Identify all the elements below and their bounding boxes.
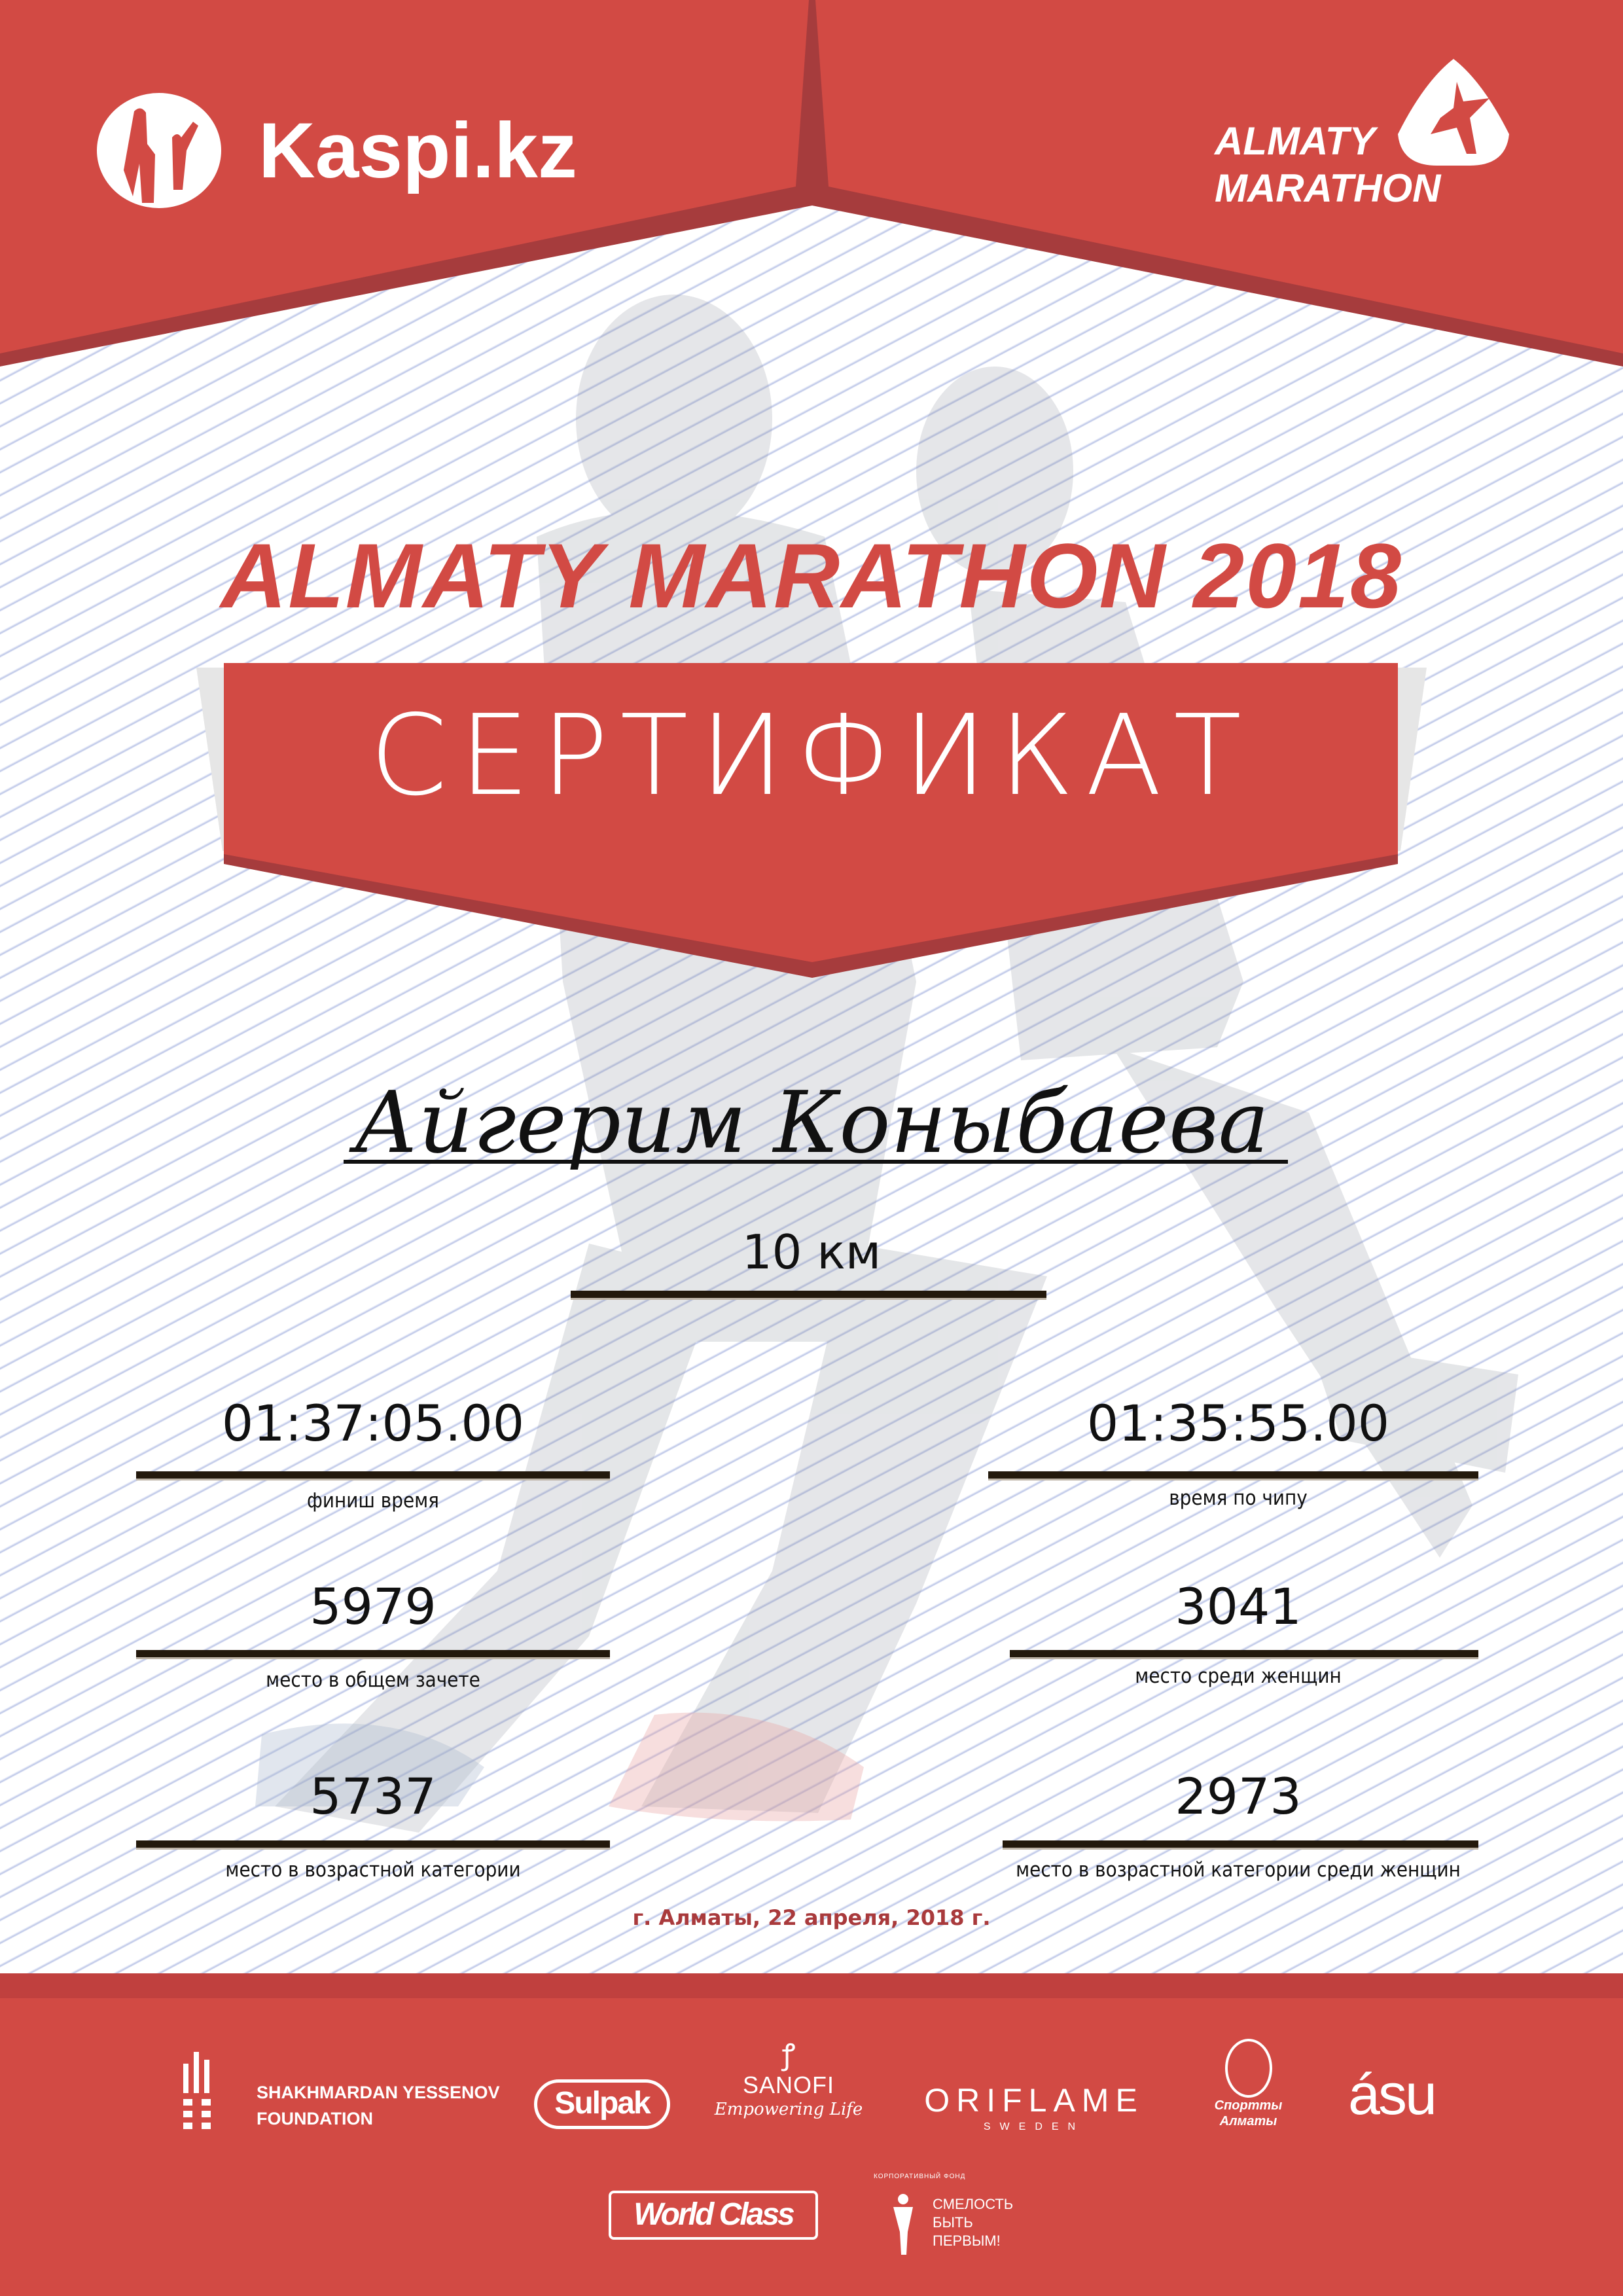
- sanofi-tagline: Empowering Life: [714, 2100, 863, 2119]
- sport-almaty-logo: Спортты Алматы: [1198, 2039, 1299, 2129]
- sanofi-bird-icon: ꝭ: [781, 2039, 796, 2071]
- yessenov-line2: FOUNDATION: [257, 2109, 373, 2128]
- kaspi-logo-text: Kaspi.kz: [259, 107, 577, 194]
- age-women-place-label: место в возрастной категории среди женщи…: [1016, 1858, 1461, 1882]
- fund-runner-icon: [893, 2194, 913, 2255]
- certificate-heading: СЕРТИФИКАТ: [369, 691, 1254, 821]
- logo-line1: ALMATY: [1215, 119, 1376, 163]
- sanofi-name: SANOFI: [742, 2072, 834, 2098]
- fund-line3: ПЕРВЫМ!: [933, 2233, 1001, 2249]
- overall-place-value: 5979: [310, 1577, 437, 1636]
- runner-icon: [1398, 59, 1509, 166]
- fund-arc-text: КОРПОРАТИВНЫЙ ФОНД: [874, 2173, 966, 2180]
- event-title: ALMATY MARATHON 2018: [221, 524, 1402, 627]
- footer-band: [0, 1973, 1623, 2296]
- women-place-label: место среди женщин: [1135, 1664, 1342, 1688]
- sport-almaty-line1: Спортты: [1214, 2098, 1283, 2113]
- overall-place-label: место в общем зачете: [266, 1668, 480, 1692]
- oriflame-name: ORIFLAME: [924, 2082, 1144, 2119]
- header-chevron: [0, 0, 1623, 367]
- oriflame-logo: ORIFLAME SWEDEN: [910, 2081, 1158, 2134]
- chip-time-label: время по чипу: [1169, 1486, 1308, 1510]
- yessenov-foundation-logo: SHAKHMARDAN YESSENOV FOUNDATION: [183, 2052, 510, 2130]
- age-women-place-line: [1003, 1840, 1478, 1848]
- asu-logo: ásu: [1348, 2062, 1437, 2126]
- courage-fund-logo: КОРПОРАТИВНЫЙ ФОНД СМЕЛОСТЬ БЫТЬ ПЕРВЫМ!: [874, 2173, 1024, 2255]
- age-women-place-value: 2973: [1175, 1767, 1302, 1825]
- chip-time-value: 01:35:55.00: [1086, 1394, 1390, 1452]
- age-place-value: 5737: [310, 1767, 437, 1825]
- logo-line2: MARATHON: [1215, 166, 1441, 210]
- age-place-line: [136, 1840, 610, 1848]
- distance: 10 км: [741, 1225, 882, 1280]
- women-place-line: [1010, 1650, 1478, 1657]
- yessenov-bars-icon: [183, 2052, 211, 2129]
- chip-time-line: [988, 1471, 1478, 1479]
- women-place-value: 3041: [1175, 1577, 1302, 1636]
- worldclass-logo: World Class: [609, 2191, 818, 2240]
- participant-name: Айгерим Коныбаева: [353, 1073, 1270, 1172]
- almaty-marathon-logo: ALMATY MARATHON: [1215, 56, 1529, 213]
- finish-time-label: финиш время: [307, 1489, 439, 1513]
- kaspi-logo: Kaspi.kz: [95, 92, 577, 209]
- kaspi-people-icon: [97, 93, 221, 208]
- fund-line2: БЫТЬ: [933, 2214, 973, 2231]
- distance-underline: [571, 1291, 1046, 1298]
- name-underline: [344, 1160, 1288, 1164]
- fund-line1: СМЕЛОСТЬ: [933, 2196, 1014, 2212]
- certificate-banner: [196, 663, 1427, 978]
- oriflame-sub: SWEDEN: [983, 2121, 1085, 2132]
- finish-time-line: [136, 1471, 610, 1479]
- overall-place-line: [136, 1650, 610, 1657]
- sulpak-logo: Sulpak: [534, 2079, 670, 2129]
- sport-almaty-line2: Алматы: [1219, 2114, 1277, 2128]
- sanofi-logo: ꝭ SANOFI Empowering Life: [700, 2039, 877, 2137]
- finish-time-value: 01:37:05.00: [221, 1394, 525, 1452]
- event-date: г. Алматы, 22 апреля, 2018 г.: [632, 1905, 991, 1930]
- sport-almaty-emblem-icon: [1224, 2039, 1272, 2098]
- yessenov-line1: SHAKHMARDAN YESSENOV: [257, 2083, 500, 2102]
- age-place-label: место в возрастной категории: [225, 1858, 521, 1882]
